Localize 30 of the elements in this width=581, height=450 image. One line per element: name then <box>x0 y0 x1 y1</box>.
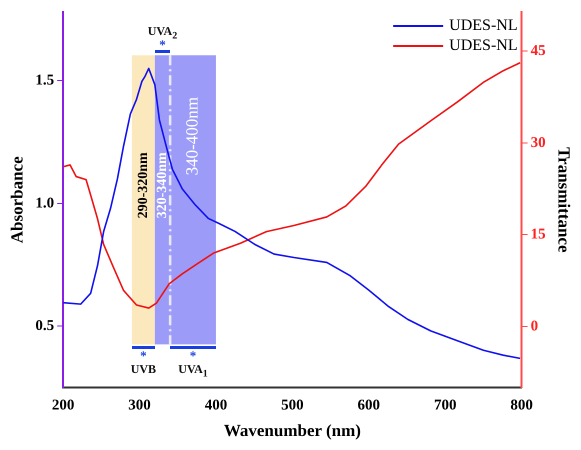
y2-axis-title: Transmittance <box>554 147 574 253</box>
y2-tick-label: 30 <box>530 134 546 151</box>
band-label: 340-400nm <box>182 96 202 176</box>
y2-tick-label: 0 <box>530 318 538 334</box>
bracket-asterisk: * <box>154 39 170 54</box>
annotation: UVB <box>130 362 156 376</box>
y-tick-label: 0.5 <box>35 318 54 334</box>
y2-tick-label: 15 <box>530 226 546 243</box>
annotation: * <box>190 348 196 364</box>
x-tick-label: 700 <box>434 397 456 414</box>
y-tick-label: 1.5 <box>35 72 54 89</box>
legend-label: UDES-NL <box>449 37 518 54</box>
x-tick-label: 200 <box>52 397 74 414</box>
x-tick-label: 800 <box>510 397 533 414</box>
annotation: * <box>159 37 166 52</box>
y-axis-title: Absorbance <box>8 156 27 244</box>
x-axis-title: Wavenumber (nm) <box>224 421 361 440</box>
bracket-asterisk: * <box>170 346 216 360</box>
bracket-asterisk: * <box>132 346 155 360</box>
band-label: 290-320nm <box>136 152 151 218</box>
band-label: 320-340nm <box>155 152 170 218</box>
x-tick-label: 400 <box>204 397 228 414</box>
y2-tick-label: 45 <box>530 43 546 60</box>
annotation: UVA$_{1}$ <box>178 362 208 381</box>
legend-label: UDES-NL <box>449 17 518 34</box>
annotation: * <box>140 348 147 364</box>
x-tick-label: 600 <box>358 397 380 414</box>
x-tick-label: 300 <box>128 397 151 414</box>
y-tick-label: 1.0 <box>35 195 54 212</box>
x-tick-label: 500 <box>281 397 304 414</box>
